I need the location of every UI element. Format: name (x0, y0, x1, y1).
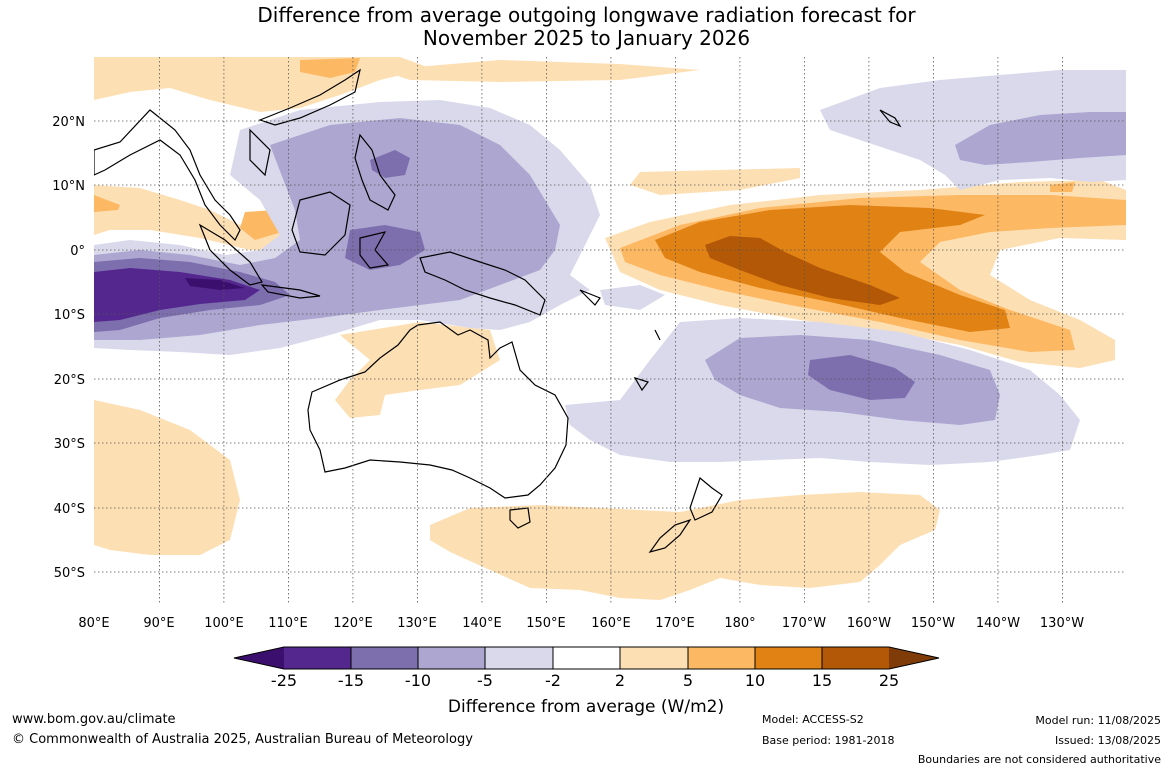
new-guinea-coastline (419, 251, 546, 316)
lon-label: 170°W (782, 616, 826, 631)
lon-label: 150°W (911, 616, 955, 631)
anomaly-negative-below-25 (185, 278, 245, 290)
lon-label: 120°E (333, 616, 373, 631)
colorbar-swatch (822, 647, 889, 669)
colorbar-tick-label: 15 (812, 671, 832, 690)
lon-label: 160°E (591, 616, 631, 631)
colorbar-high-arrow (889, 647, 939, 669)
lon-label: 170°E (655, 616, 695, 631)
lon-label: 100°E (204, 616, 244, 631)
lat-label: 30°S (54, 437, 85, 452)
model-label: Model: ACCESS-S2 (762, 713, 864, 726)
lat-label: 20°N (52, 115, 85, 130)
anomaly-positive-15-25 (705, 236, 900, 305)
colorbar-swatch (284, 647, 351, 669)
colorbar-tick-label: -2 (545, 671, 561, 690)
lon-label: 160°W (847, 616, 891, 631)
lat-label: 0° (70, 244, 85, 259)
lon-label: 180° (724, 616, 755, 631)
lat-label: 20°S (54, 373, 85, 388)
anomaly-positive-10-15 (655, 205, 1010, 332)
chart-title: Difference from average outgoing longwav… (0, 4, 1173, 50)
lon-label: 140°E (462, 616, 502, 631)
lon-label: 110°E (268, 616, 308, 631)
lon-label: 80°E (78, 616, 109, 631)
borneo-coastline (291, 191, 351, 256)
lat-label: 40°S (54, 502, 85, 517)
lon-label: 140°W (976, 616, 1020, 631)
colorbar-swatch (755, 647, 822, 669)
colorbar-swatch (485, 647, 553, 669)
copyright-text: © Commonwealth of Australia 2025, Austra… (12, 732, 473, 747)
lon-label: 130°W (1040, 616, 1084, 631)
base-period-label: Base period: 1981-2018 (762, 734, 895, 747)
lat-label: 50°S (54, 566, 85, 581)
colorbar-tick-label: 10 (745, 671, 765, 690)
colorbar-tick-label: -15 (338, 671, 364, 690)
colorbar-title: Difference from average (W/m2) (448, 697, 724, 717)
colorbar-tick-label: 25 (879, 671, 899, 690)
tasmania-coastline (509, 507, 531, 529)
pacific-islands (579, 109, 902, 392)
java-coastline (260, 284, 321, 299)
colorbar-swatch (351, 647, 418, 669)
australia-coastline (307, 321, 569, 499)
colorbar-swatch (418, 647, 485, 669)
colorbar-swatch (620, 647, 688, 669)
colorbar-tick-label: -25 (271, 671, 297, 690)
coastlines (94, 68, 902, 554)
latitude-labels: 20°N 10°N 0° 10°S 20°S 30°S 40°S 50°S (52, 115, 85, 581)
colorbar-swatch (688, 647, 755, 669)
graticule (94, 57, 1126, 605)
map-panel (94, 57, 1126, 605)
philippines-coastline (354, 133, 396, 211)
lat-label: 10°S (54, 308, 85, 323)
colorbar-tick-label: -5 (477, 671, 493, 690)
lon-label: 130°E (397, 616, 437, 631)
website-link[interactable]: www.bom.gov.au/climate (12, 712, 176, 727)
disclaimer-text: Boundaries are not considered authoritat… (917, 753, 1161, 766)
issued-label: Issued: 13/08/2025 (1054, 734, 1161, 747)
sulawesi-coastline (359, 231, 390, 269)
model-run-label: Model run: 11/08/2025 (1035, 714, 1161, 727)
asia-coastline (94, 68, 361, 242)
lon-label: 150°E (526, 616, 566, 631)
colorbar-tick-label: 5 (683, 671, 693, 690)
title-line-1: Difference from average outgoing longwav… (257, 3, 916, 27)
colorbar-tick-label: 2 (615, 671, 625, 690)
lat-label: 10°N (52, 179, 85, 194)
colorbar: -25 -15 -10 -5 -2 2 5 10 15 25 Differenc… (233, 646, 940, 717)
colorbar-swatch (553, 647, 620, 669)
longitude-labels: 80°E 90°E 100°E 110°E 120°E 130°E 140°E … (78, 616, 1084, 631)
title-line-2: November 2025 to January 2026 (422, 26, 751, 50)
colorbar-tick-label: -10 (405, 671, 431, 690)
colorbar-low-arrow (234, 647, 284, 669)
sumatra-coastline (198, 223, 263, 286)
lon-label: 90°E (143, 616, 174, 631)
